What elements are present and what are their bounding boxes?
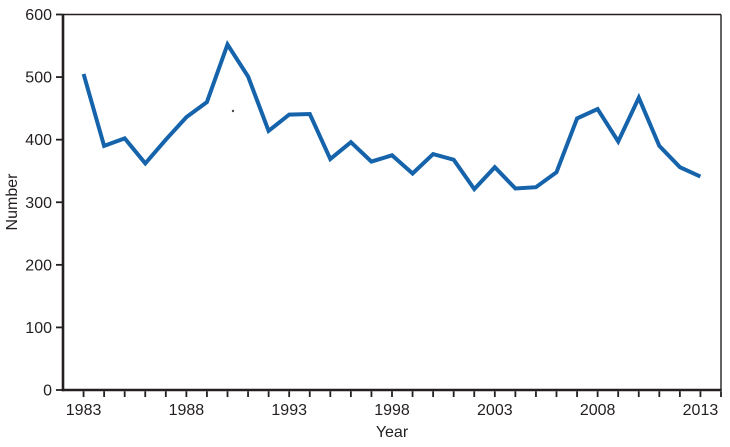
x-tick-label: 1998 [374, 402, 410, 419]
x-tick-label: 1983 [66, 402, 102, 419]
x-tick-label: 2008 [580, 402, 616, 419]
y-tick-label: 500 [25, 70, 52, 87]
y-axis-title: Number [4, 173, 21, 231]
ticks-layer [56, 13, 722, 397]
data-series-layer [81, 40, 702, 193]
tick-labels-layer: 0 100 200 300 400 500 600 1983 1988 1993 1998 2003 2… [25, 7, 718, 419]
y-tick-label: 300 [25, 195, 52, 212]
stray-artifact-dot [231, 109, 235, 113]
x-tick-label: 1993 [271, 402, 307, 419]
y-tick-label: 400 [25, 132, 52, 149]
y-tick-label: 100 [25, 320, 52, 337]
y-tick-label: 0 [43, 383, 52, 400]
data-line [81, 40, 702, 193]
x-tick-label: 2013 [683, 402, 719, 419]
y-tick-label: 600 [25, 7, 52, 24]
x-tick-label: 2003 [477, 402, 513, 419]
x-axis-title: Year [376, 424, 409, 441]
axes-layer [61, 13, 722, 392]
x-tick-label: 1988 [169, 402, 205, 419]
y-tick-label: 200 [25, 257, 52, 274]
